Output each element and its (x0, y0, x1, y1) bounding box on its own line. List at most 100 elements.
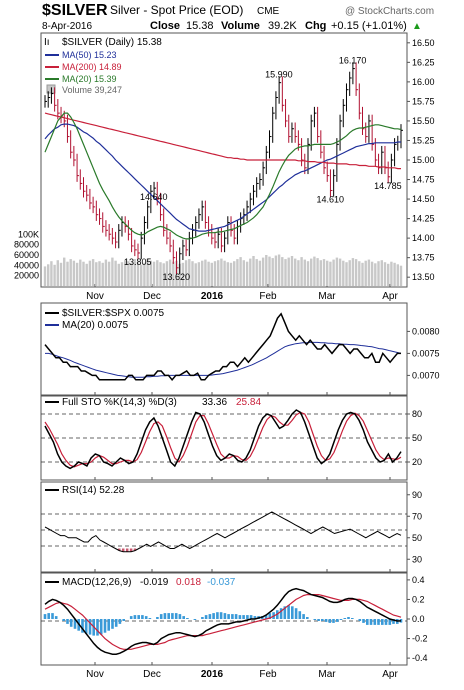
volume-bar (277, 254, 281, 286)
ratio-ytick-label: 0.0080 (412, 326, 440, 336)
volume-bar (156, 260, 159, 286)
volume-bar (43, 266, 47, 286)
price-ytick-label: 15.00 (412, 155, 435, 165)
volume-bar (63, 257, 66, 286)
symbol-description: Silver - Spot Price (EOD) (110, 3, 243, 17)
volume-bar (354, 259, 358, 286)
volume-bar (82, 261, 85, 286)
volume-bar (265, 255, 268, 286)
volume-bar (383, 262, 387, 286)
macd-histogram-bar (373, 619, 377, 625)
macd-histogram-bar (321, 619, 324, 621)
macd-histogram-bar (193, 619, 197, 620)
volume-bar (316, 258, 319, 286)
macd-histogram-bar (178, 614, 182, 619)
volume-bar (127, 261, 130, 286)
legend-ratio-ma20: MA(20) 0.0075 (62, 320, 129, 331)
macd-histogram-bar (118, 619, 122, 624)
sto-k-line (44, 409, 402, 470)
macd-histogram-bar (186, 618, 189, 619)
price-ytick-label: 15.25 (412, 135, 435, 145)
volume-bar (69, 259, 72, 286)
volume-bar (239, 257, 242, 286)
macd-histogram-bar (54, 616, 58, 619)
volume-bar (98, 261, 101, 286)
volume-bar (220, 258, 223, 286)
macd-histogram-bar (66, 619, 69, 624)
x-axis-label-top: Nov (86, 291, 104, 302)
price-ytick-label: 16.25 (412, 57, 435, 67)
sto-ytick-label: 20 (412, 457, 422, 467)
sto-ytick-label: 50 (412, 433, 422, 443)
volume-bar (165, 261, 169, 286)
volume-bar (364, 260, 367, 286)
volume-bar (104, 259, 108, 286)
macd-histogram-bar (84, 619, 88, 634)
volume-bar (358, 261, 361, 286)
ratio-ytick-label: 0.0070 (412, 370, 440, 380)
macd-histogram-bar (339, 619, 343, 620)
x-axis-label-top: Apr (382, 291, 398, 302)
volume-bar (66, 261, 69, 286)
macd-histogram-bar (133, 615, 137, 619)
volume-bar (111, 257, 114, 286)
volume-bar (326, 260, 329, 286)
macd-line (44, 587, 402, 655)
volume-bar (184, 260, 188, 286)
macd-histogram-bar (43, 614, 47, 619)
macd-histogram-bar (298, 611, 302, 619)
close-label: Close (150, 20, 180, 32)
volume-bar (143, 262, 146, 287)
macd-histogram-bar (249, 615, 253, 619)
ma200-line (44, 112, 401, 170)
macd-histogram-bar (163, 613, 167, 619)
macd-histogram-bar (238, 615, 242, 619)
macd-histogram-bar (336, 619, 339, 622)
volume-bar (88, 260, 92, 286)
volume-bar (338, 258, 342, 286)
volume-bar (207, 261, 210, 286)
volume-bar (75, 262, 79, 287)
volume-bar (303, 259, 306, 286)
volume-bar (159, 262, 162, 286)
volume-bar (345, 262, 348, 286)
macd-histogram-bar (358, 619, 362, 621)
macd-histogram-bar (212, 613, 215, 619)
macd-histogram-bar (174, 613, 178, 619)
x-axis-label-top: Dec (143, 291, 161, 302)
macd-histogram-bar (144, 616, 148, 619)
volume-bar (351, 258, 355, 286)
macd-histogram-bar (324, 619, 328, 622)
volume-bar (162, 263, 165, 286)
macd-histogram-bar (294, 608, 298, 619)
legend-rsi: RSI(14) 52.28 (62, 485, 125, 496)
x-axis-label-bottom: Dec (143, 669, 161, 680)
macd-histogram-bar (366, 619, 369, 625)
macd-histogram-bar (291, 606, 294, 619)
macd-histogram-bar (99, 619, 103, 635)
x-axis-label-top: Mar (318, 291, 336, 302)
volume-bar (252, 256, 255, 286)
macd-histogram-bar (264, 615, 268, 619)
ratio-ytick-label: 0.0075 (412, 348, 440, 358)
volume-tick-label: 20000 (14, 271, 39, 281)
exchange-label: CME (257, 6, 280, 17)
rsi-ytick-label: 70 (412, 511, 422, 521)
legend-macd-signal: 0.018 (176, 577, 201, 588)
price-annotation: 14.640 (140, 192, 168, 202)
ratio-line (44, 312, 401, 381)
chart-date: 8-Apr-2016 (42, 21, 92, 32)
macd-histogram-bar (219, 612, 223, 619)
volume-bar (149, 260, 152, 286)
price-ytick-label: 14.25 (412, 214, 435, 224)
price-ytick-label: 16.00 (412, 77, 435, 87)
macd-histogram-bar (62, 619, 65, 621)
macd-histogram-bar (279, 608, 283, 619)
volume-bar (245, 261, 249, 286)
volume-bar (217, 260, 220, 286)
volume-bar (271, 258, 274, 286)
volume-bar (101, 262, 104, 287)
volume-bar (300, 257, 303, 286)
volume-bar (287, 257, 290, 286)
